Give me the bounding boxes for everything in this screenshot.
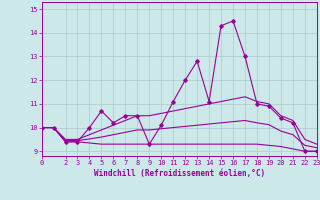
- X-axis label: Windchill (Refroidissement éolien,°C): Windchill (Refroidissement éolien,°C): [94, 169, 265, 178]
